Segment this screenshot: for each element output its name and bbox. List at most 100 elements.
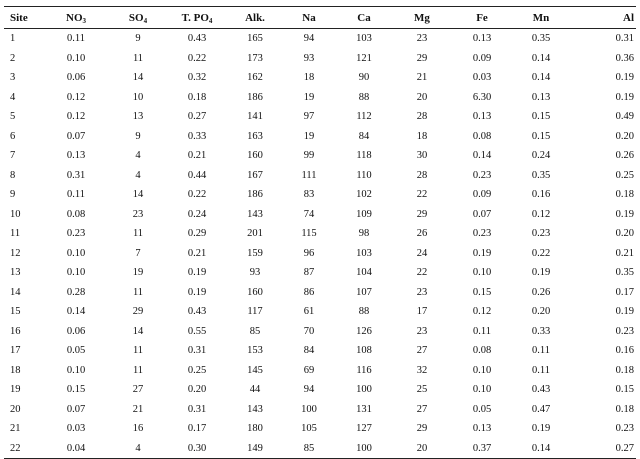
cell-ca: 107 — [356, 286, 372, 298]
cell-al: 0.21 — [615, 247, 634, 259]
table-row: 18 0.10 11 0.25 145 69 116 32 0.10 0.11 0.18 — [4, 361, 636, 381]
cell-mn: 0.13 — [531, 91, 551, 103]
cell-ca: 100 — [356, 384, 372, 396]
table-row: 4 0.12 10 0.18 186 19 88 20 6.30 0.13 0.19 — [4, 88, 636, 108]
cell-alk: 186 — [247, 91, 263, 103]
column-header-mn: Mn — [512, 6, 570, 29]
cell-no3: 0.04 — [42, 438, 110, 459]
table-row: 1 0.11 9 0.43 165 94 103 23 0.13 0.35 0.31 — [4, 29, 636, 49]
table-row: 8 0.31 4 0.44 167 111 110 28 0.23 0.35 0.25 — [4, 166, 636, 186]
cell-site: 3 — [10, 72, 16, 84]
cell-no3: 0.28 — [66, 286, 86, 298]
column-header-al: Al — [570, 6, 636, 29]
cell-fe: 0.23 — [472, 228, 492, 240]
cell-mn: 0.35 — [531, 33, 551, 45]
cell-mn: 0.26 — [531, 286, 551, 298]
cell-site: 19 — [10, 384, 21, 396]
cell-site: 4 — [10, 91, 16, 103]
cell-al: 0.27 — [570, 438, 636, 459]
cell-t-po4: 0.31 — [187, 345, 207, 357]
column-header-text: Alk. — [245, 11, 265, 24]
cell-alk: 180 — [247, 423, 263, 435]
cell-mg: 23 — [416, 325, 428, 337]
cell-so4: 27 — [132, 384, 144, 396]
cell-site: 10 — [10, 208, 21, 220]
table-row: 2 0.10 11 0.22 173 93 121 29 0.09 0.14 0.36 — [4, 49, 636, 69]
cell-site: 16 — [10, 325, 21, 337]
cell-al: 0.18 — [615, 403, 634, 415]
cell-na: 18 — [303, 72, 315, 84]
cell-fe: 0.13 — [472, 111, 492, 123]
column-header-text: SO — [128, 11, 144, 24]
cell-al: 0.36 — [615, 52, 634, 64]
cell-so4: 14 — [132, 189, 144, 201]
cell-t-po4: 0.20 — [187, 384, 207, 396]
cell-ca: 104 — [356, 267, 372, 279]
cell-al: 0.31 — [615, 33, 634, 45]
cell-t-po4: 0.25 — [187, 364, 207, 376]
cell-mn: 0.14 — [531, 52, 551, 64]
cell-mg: 29 — [416, 423, 428, 435]
cell-site: 21 — [10, 423, 21, 435]
cell-ca: 102 — [356, 189, 372, 201]
column-header-mg: Mg — [392, 6, 452, 29]
cell-ca: 131 — [356, 403, 372, 415]
cell-ca: 112 — [356, 111, 372, 123]
cell-no3: 0.31 — [66, 169, 86, 181]
cell-fe: 0.10 — [472, 267, 492, 279]
cell-so4: 13 — [132, 111, 144, 123]
table-row: 20 0.07 21 0.31 143 100 131 27 0.05 0.47 0.18 — [4, 400, 636, 420]
cell-alk: 153 — [247, 345, 263, 357]
column-header-no3: NO3 — [42, 6, 110, 29]
cell-no3: 0.11 — [67, 189, 85, 201]
cell-t-po4: 0.29 — [187, 228, 207, 240]
cell-ca: 110 — [356, 169, 372, 181]
cell-na: 87 — [303, 267, 315, 279]
water-quality-table: Site NO3 SO4 T. PO4 Alk. Na Ca Mg Fe Mn Al 1 0.11 9 0… — [4, 6, 636, 459]
cell-fe: 0.13 — [472, 33, 492, 45]
cell-no3: 0.07 — [66, 403, 86, 415]
cell-no3: 0.10 — [66, 267, 86, 279]
cell-mg: 22 — [416, 267, 428, 279]
cell-fe: 0.08 — [472, 345, 492, 357]
cell-so4: 10 — [132, 91, 144, 103]
cell-fe: 0.08 — [472, 130, 492, 142]
cell-site: 1 — [10, 33, 16, 45]
cell-no3: 0.08 — [66, 208, 86, 220]
cell-so4: 14 — [132, 72, 144, 84]
cell-no3: 0.07 — [66, 130, 86, 142]
cell-site: 15 — [10, 306, 21, 318]
cell-ca: 90 — [358, 72, 370, 84]
column-header-text: Fe — [476, 11, 488, 24]
cell-no3: 0.05 — [66, 345, 86, 357]
cell-t-po4: 0.21 — [187, 247, 207, 259]
column-header-na: Na — [282, 6, 336, 29]
column-header-text: Na — [302, 11, 316, 24]
cell-t-po4: 0.55 — [187, 325, 207, 337]
cell-na: 96 — [303, 247, 315, 259]
cell-alk: 201 — [247, 228, 263, 240]
cell-na: 85 — [282, 438, 336, 459]
cell-na: 19 — [303, 91, 315, 103]
cell-t-po4: 0.31 — [187, 403, 207, 415]
cell-al: 0.15 — [615, 384, 634, 396]
cell-mg: 28 — [416, 111, 428, 123]
cell-na: 94 — [303, 384, 315, 396]
cell-so4: 9 — [135, 130, 141, 142]
cell-mn: 0.24 — [531, 150, 551, 162]
cell-so4: 7 — [135, 247, 141, 259]
cell-t-po4: 0.43 — [187, 306, 207, 318]
cell-fe: 0.07 — [472, 208, 492, 220]
cell-mg: 17 — [416, 306, 428, 318]
cell-mg: 18 — [416, 130, 428, 142]
cell-site: 14 — [10, 286, 21, 298]
table-row: 12 0.10 7 0.21 159 96 103 24 0.19 0.22 0.21 — [4, 244, 636, 264]
cell-t-po4: 0.19 — [187, 267, 207, 279]
cell-so4: 11 — [132, 345, 144, 357]
cell-so4: 4 — [135, 169, 141, 181]
cell-site: 2 — [10, 52, 16, 64]
cell-mg: 22 — [416, 189, 428, 201]
cell-ca: 109 — [356, 208, 372, 220]
cell-no3: 0.13 — [66, 150, 86, 162]
cell-t-po4: 0.43 — [187, 33, 207, 45]
